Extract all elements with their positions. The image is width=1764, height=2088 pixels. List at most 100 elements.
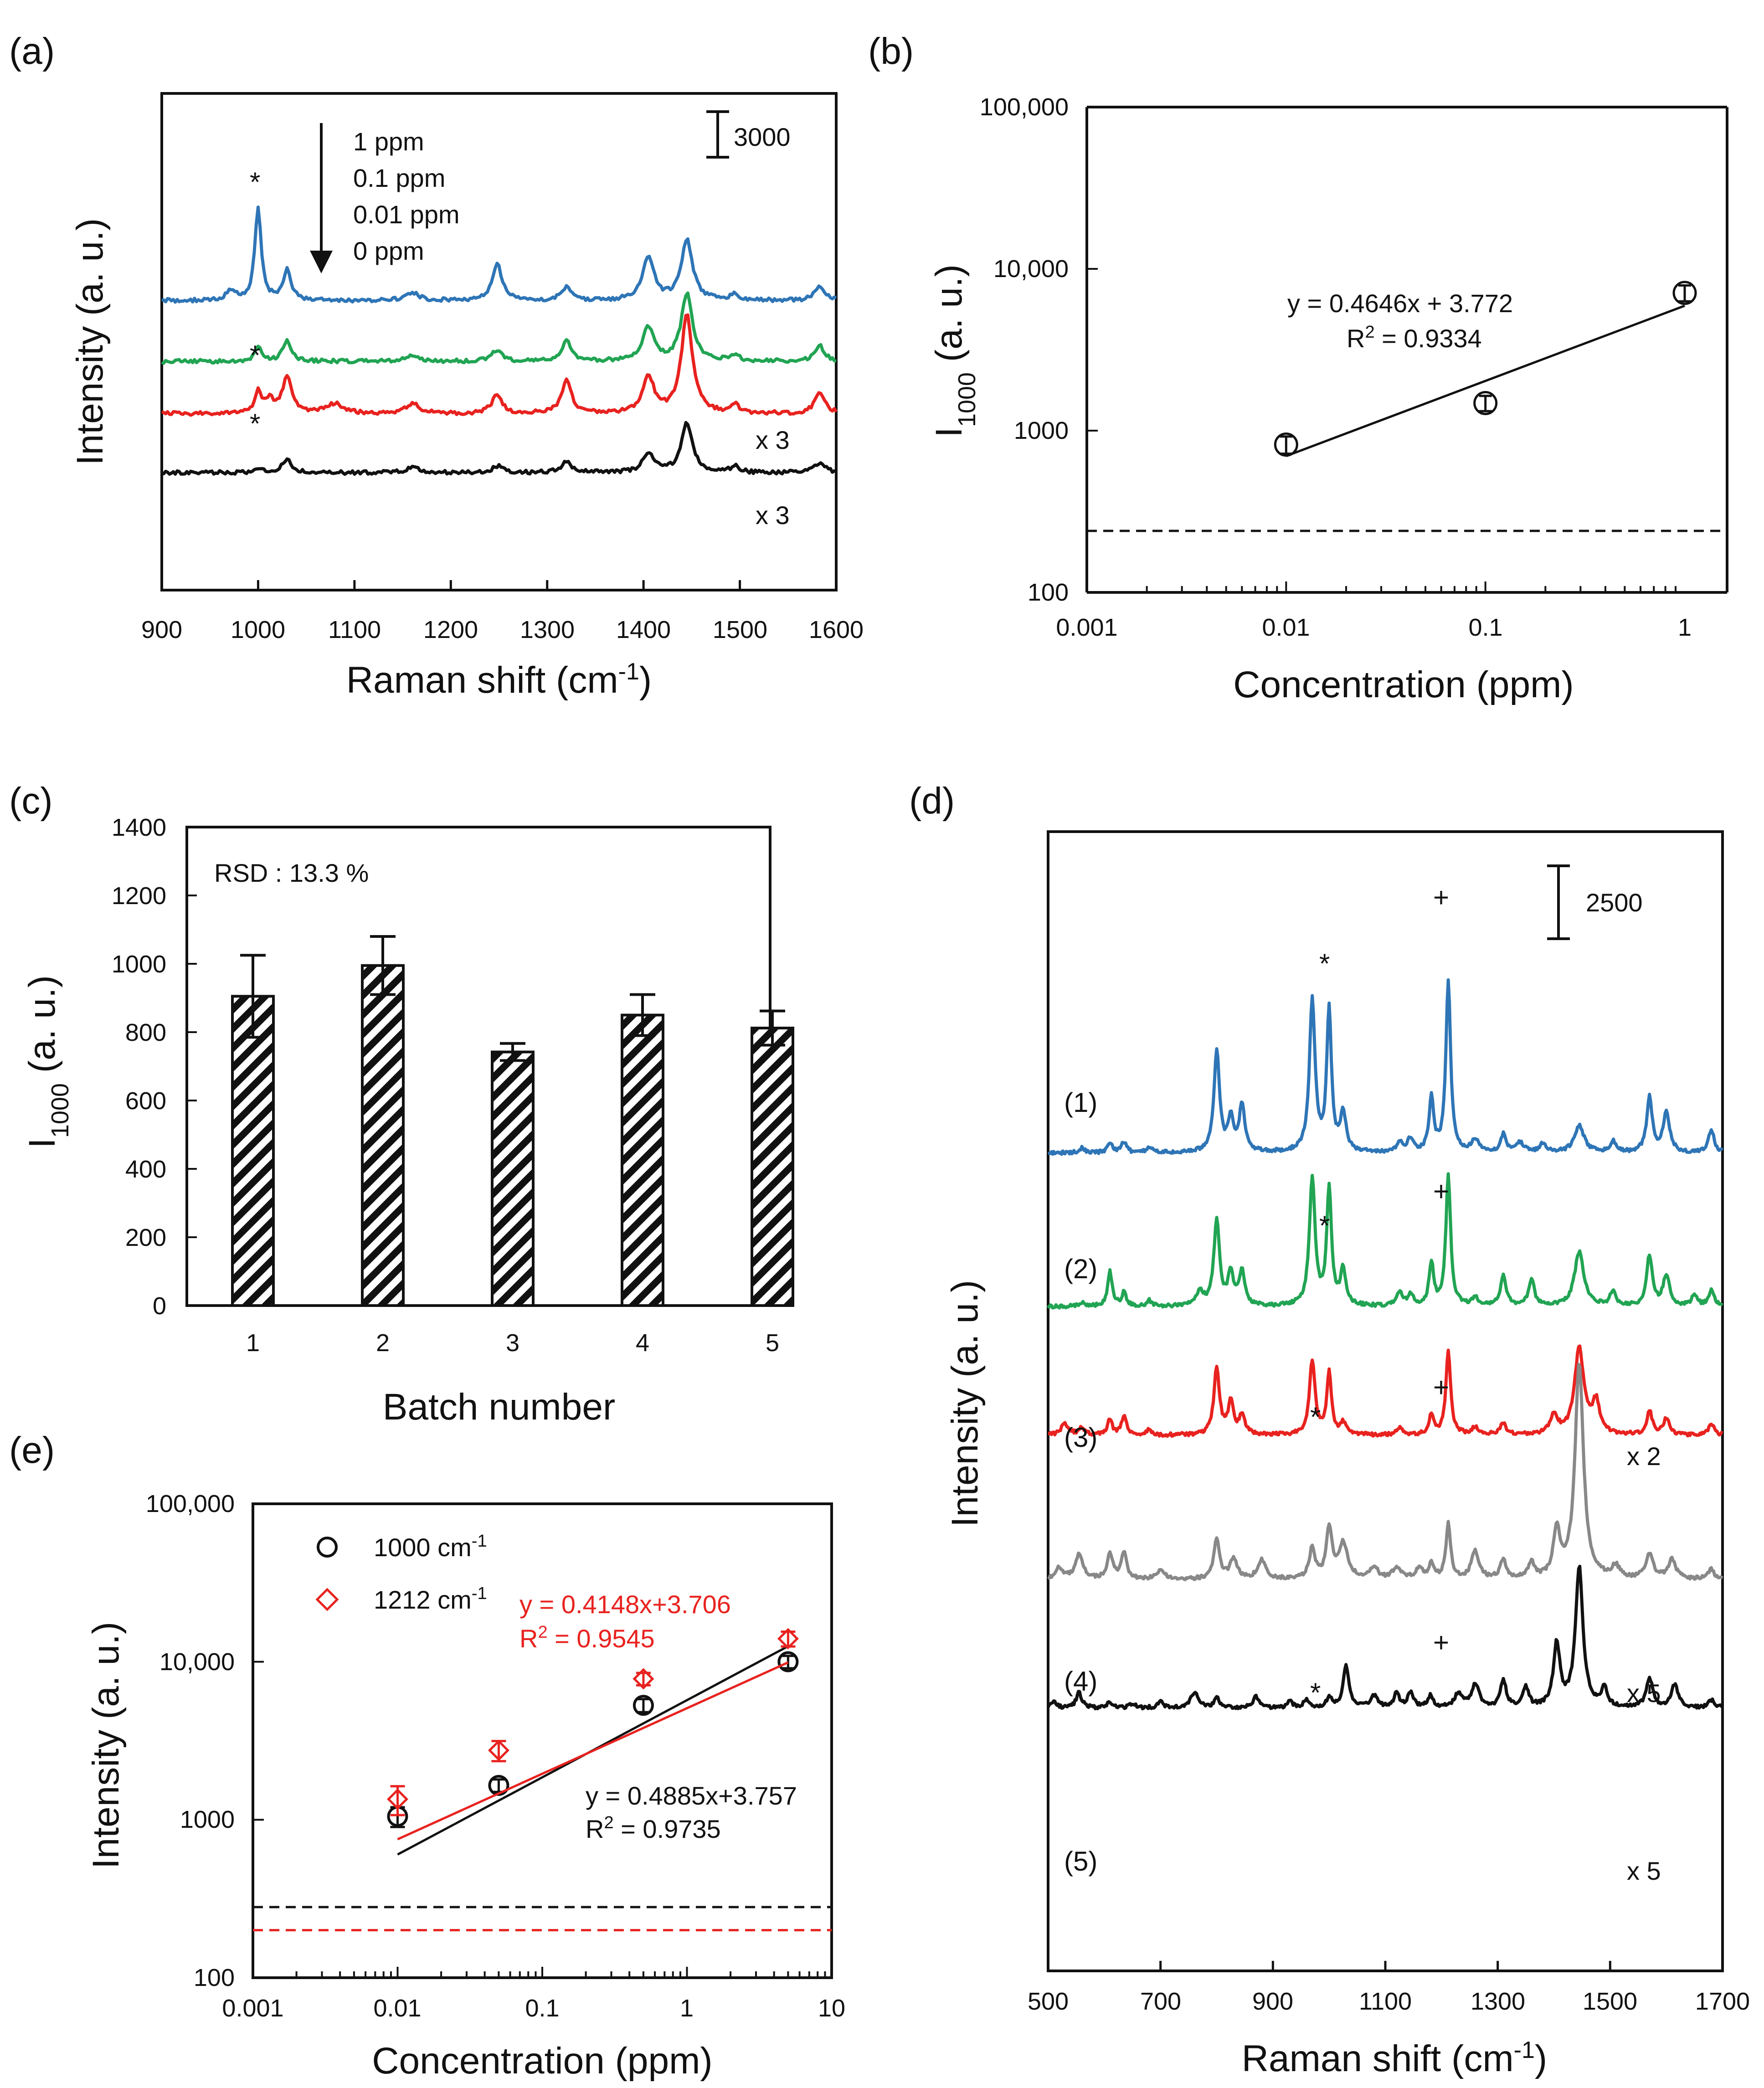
panel-a-xtick: 1100 <box>328 616 381 643</box>
panel-e-label: (e) <box>9 1430 55 1471</box>
panel-d-xtick: 1700 <box>1695 1988 1750 2015</box>
panel-d-series-label: (2) <box>1064 1254 1097 1284</box>
data-point <box>633 1695 654 1716</box>
panel-e-xtick: 1 <box>680 1995 694 2022</box>
spectrum-line-1 <box>161 291 837 365</box>
panel-a-xtick: 1300 <box>520 616 575 643</box>
panel-a-frame <box>160 92 838 591</box>
panel-e-xtick: 0.1 <box>525 1995 559 2022</box>
panel-d-star: * <box>1310 1402 1321 1432</box>
spectrum-line-1 <box>1047 1172 1723 1310</box>
data-point <box>777 1651 799 1672</box>
panel-b-ytick: 10,000 <box>993 255 1069 283</box>
panel-d-plus: + <box>1433 1372 1449 1403</box>
panel-a-legend-0.01ppm: 0.01 ppm <box>353 200 460 229</box>
panel-c-xticklabels: 1 2 3 4 5 <box>246 1329 779 1357</box>
spectrum-line-4 <box>1046 1564 1723 1711</box>
panel-d-series-label: (5) <box>1064 1846 1097 1877</box>
panel-b-plot <box>1087 281 1727 532</box>
panel-a-star-0.1ppm: * <box>250 340 260 370</box>
panel-a-ylabel: Intensity (a. u.) <box>69 218 111 465</box>
panel-a-multiplier-0ppm: x 3 <box>756 501 790 530</box>
panel-e-ticks <box>252 1503 826 1979</box>
panel-d-scale-bar-label: 2500 <box>1586 888 1643 917</box>
data-point <box>1473 391 1498 416</box>
panel-c-ylabel: I1000 (a. u.) <box>21 975 74 1148</box>
panel-d-xtick: 1500 <box>1583 1988 1637 2015</box>
data-point <box>777 1628 799 1650</box>
panel-c-rsd-annotation: RSD : 13.3 % <box>214 859 369 887</box>
panel-e-legend-marker-1212 <box>315 1588 339 1611</box>
spectrum-line-0 <box>161 206 837 304</box>
panel-a-xtick: 1000 <box>231 616 285 643</box>
panel-c-ytick: 800 <box>125 1019 166 1046</box>
panel-c-xtick: 2 <box>376 1329 390 1357</box>
panel-e-xtick: 0.001 <box>222 1995 283 2022</box>
panel-e-legend-1212: 1212 cm-1 <box>374 1584 487 1614</box>
panel-a-xtick: 1500 <box>713 616 767 643</box>
spectrum-line-2 <box>1048 1344 1723 1438</box>
panel-d-xtick: 900 <box>1252 1988 1293 2015</box>
panel-d-multiplier: x 2 <box>1627 1442 1661 1471</box>
panel-e-fit-r2-1000: R2 = 0.9735 <box>586 1813 721 1843</box>
panel-e-xtick: 0.01 <box>373 1995 421 2022</box>
panel-a: (a) 900 1000 1100 1200 1300 1400 1500 16… <box>9 31 864 701</box>
panel-e-ytick: 10,000 <box>159 1648 235 1676</box>
panel-d-ylabel: Intensity (a. u.) <box>944 1280 986 1527</box>
bar-batch-2 <box>361 964 405 1307</box>
panel-d: (d) 500 700 900 1100 1300 1500 1700 Rama… <box>909 780 1750 2079</box>
panel-a-star-0.01ppm: * <box>250 408 260 439</box>
panel-e-legend-1000: 1000 cm-1 <box>374 1532 487 1562</box>
panel-d-star: * <box>1319 1210 1330 1241</box>
panel-a-xtick: 900 <box>141 616 182 643</box>
spectrum-line-0 <box>1048 978 1724 1156</box>
panel-d-plus: + <box>1433 1176 1449 1207</box>
panel-a-legend-1ppm: 1 ppm <box>353 127 424 156</box>
panel-e-plot <box>253 1628 832 1932</box>
panel-b-yticklabels: 100 1000 10,000 100,000 <box>980 93 1069 606</box>
panel-b-xtick: 0.01 <box>1262 614 1310 641</box>
panel-a-xtick: 1400 <box>616 616 671 643</box>
panel-e-ytick: 100,000 <box>146 1490 235 1517</box>
fit-line <box>1286 304 1685 458</box>
panel-d-spectra <box>1046 978 1724 1971</box>
panel-b-ticks <box>1086 106 1677 593</box>
data-point <box>1672 281 1697 305</box>
panel-a-legend-0ppm: 0 ppm <box>353 237 424 265</box>
panel-e: (e) 100 1000 10,000 100,000 0.001 0.01 0… <box>9 1430 845 2082</box>
panel-a-multiplier-0.01ppm: x 3 <box>756 426 790 454</box>
panel-c-ytick: 1200 <box>112 882 166 910</box>
panel-d-series-label: (1) <box>1064 1087 1097 1118</box>
panel-b-ytick: 1000 <box>1014 417 1069 444</box>
panel-d-series-label: (3) <box>1064 1422 1097 1453</box>
panel-e-legend-marker-1000 <box>317 1537 338 1558</box>
panel-e-fit-r2-1212: R2 = 0.9545 <box>519 1623 655 1653</box>
panel-c-xtick: 1 <box>246 1329 260 1357</box>
panel-b-fit-r2: R2 = 0.9334 <box>1347 323 1482 353</box>
panel-a-legend-0.1ppm: 0.1 ppm <box>353 164 445 192</box>
panel-b-ytick: 100 <box>1028 579 1069 606</box>
panel-c-ytick: 200 <box>125 1224 166 1251</box>
bar-batch-4 <box>621 1013 664 1307</box>
panel-b-xtick: 1 <box>1678 614 1692 641</box>
panel-e-ytick: 1000 <box>180 1806 235 1833</box>
data-point <box>386 1788 409 1810</box>
panel-e-ytick: 100 <box>194 1964 235 1991</box>
panel-d-multiplier: x 5 <box>1627 1857 1661 1885</box>
panel-c-xtick: 4 <box>636 1329 649 1357</box>
bar-batch-5 <box>751 1027 794 1307</box>
panel-c-ytick: 600 <box>125 1087 166 1115</box>
panel-c-xtick: 5 <box>766 1329 779 1357</box>
panel-c-ytick: 1400 <box>112 814 166 841</box>
panel-e-xlabel: Concentration (ppm) <box>372 2040 712 2082</box>
panel-a-spectra <box>160 206 838 590</box>
panel-b-xticklabels: 0.001 0.01 0.1 1 <box>1056 614 1692 641</box>
panel-d-label: (d) <box>909 780 955 822</box>
panel-c: (c) 0 200 400 600 800 1000 1200 1400 1 2… <box>9 780 794 1428</box>
panel-e-fit-equation-1000: y = 0.4885x+3.757 <box>586 1781 797 1810</box>
panel-c-bars <box>187 826 794 1307</box>
panel-b-label: (b) <box>868 31 914 72</box>
panel-d-multiplier: x 5 <box>1627 1679 1661 1707</box>
panel-d-xticklabels: 500 700 900 1100 1300 1500 1700 <box>1028 1988 1750 2015</box>
spectrum-line-2 <box>161 313 838 417</box>
